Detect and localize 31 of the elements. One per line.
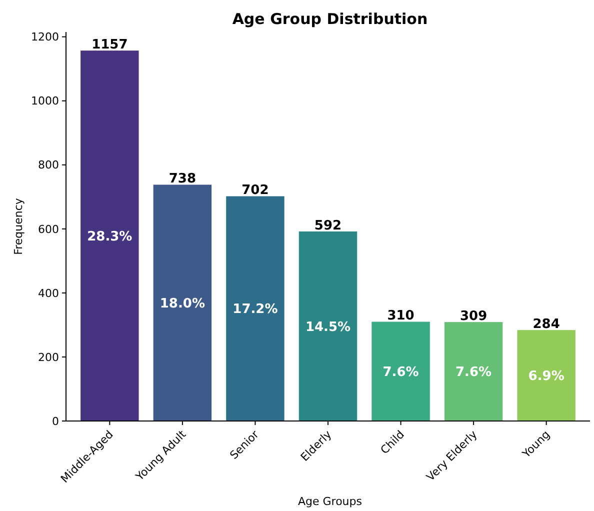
x-axis-title: Age Groups — [298, 495, 362, 508]
y-tick-label: 0 — [52, 414, 59, 428]
bar — [298, 231, 358, 421]
annotation: 17.2% — [232, 302, 278, 318]
y-tick-label: 400 — [38, 286, 59, 300]
bar — [517, 330, 576, 421]
bar — [80, 50, 139, 421]
y-tick-label: 200 — [38, 350, 59, 364]
annotation: 18.0% — [160, 296, 205, 312]
annotation: 7.6% — [382, 364, 419, 380]
bar — [444, 322, 503, 421]
annotation: 14.5% — [305, 320, 351, 335]
data-label: 702 — [242, 183, 269, 198]
y-axis-title: Frequency — [12, 198, 25, 255]
bar — [372, 322, 430, 421]
y-tick-label: 600 — [38, 222, 59, 236]
chart-title: Age Group Distribution — [232, 10, 428, 28]
bar — [226, 196, 284, 421]
y-tick-label: 1200 — [31, 30, 59, 44]
data-label: 310 — [387, 308, 414, 324]
annotation: 28.3% — [87, 229, 132, 244]
bar — [153, 184, 212, 421]
data-label: 738 — [168, 172, 196, 187]
data-label: 1157 — [92, 38, 128, 53]
data-label: 592 — [314, 218, 342, 234]
annotation: 7.6% — [456, 365, 492, 380]
y-tick-label: 800 — [38, 158, 59, 172]
y-tick-label: 1000 — [31, 94, 59, 108]
annotation: 6.9% — [528, 369, 564, 384]
data-label: 309 — [460, 309, 488, 324]
data-label: 284 — [532, 317, 560, 332]
